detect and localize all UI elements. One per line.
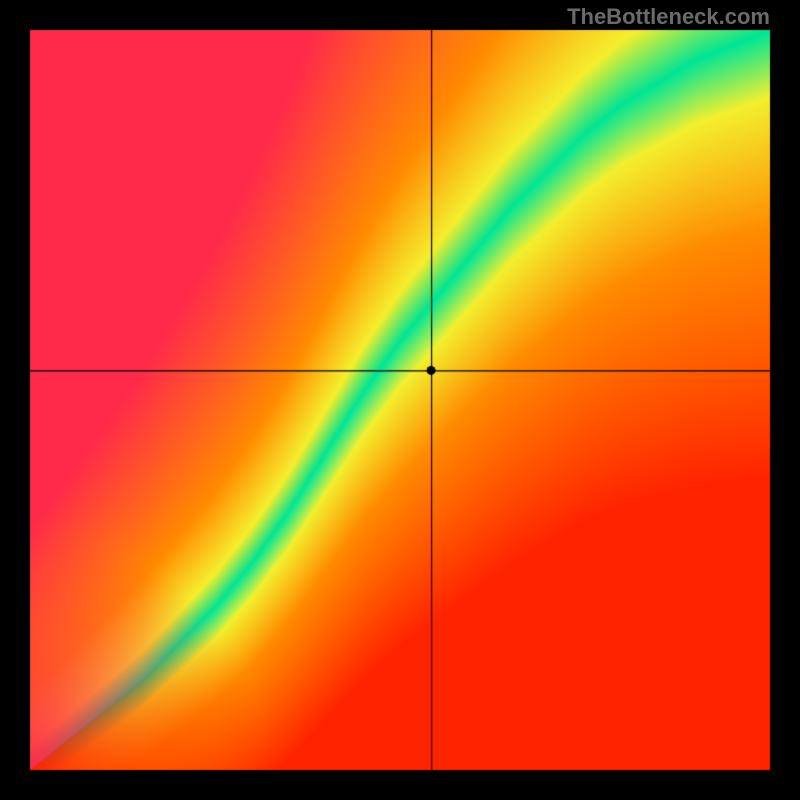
watermark-text: TheBottleneck.com (567, 4, 770, 30)
heatmap-canvas (0, 0, 800, 800)
chart-container: TheBottleneck.com (0, 0, 800, 800)
